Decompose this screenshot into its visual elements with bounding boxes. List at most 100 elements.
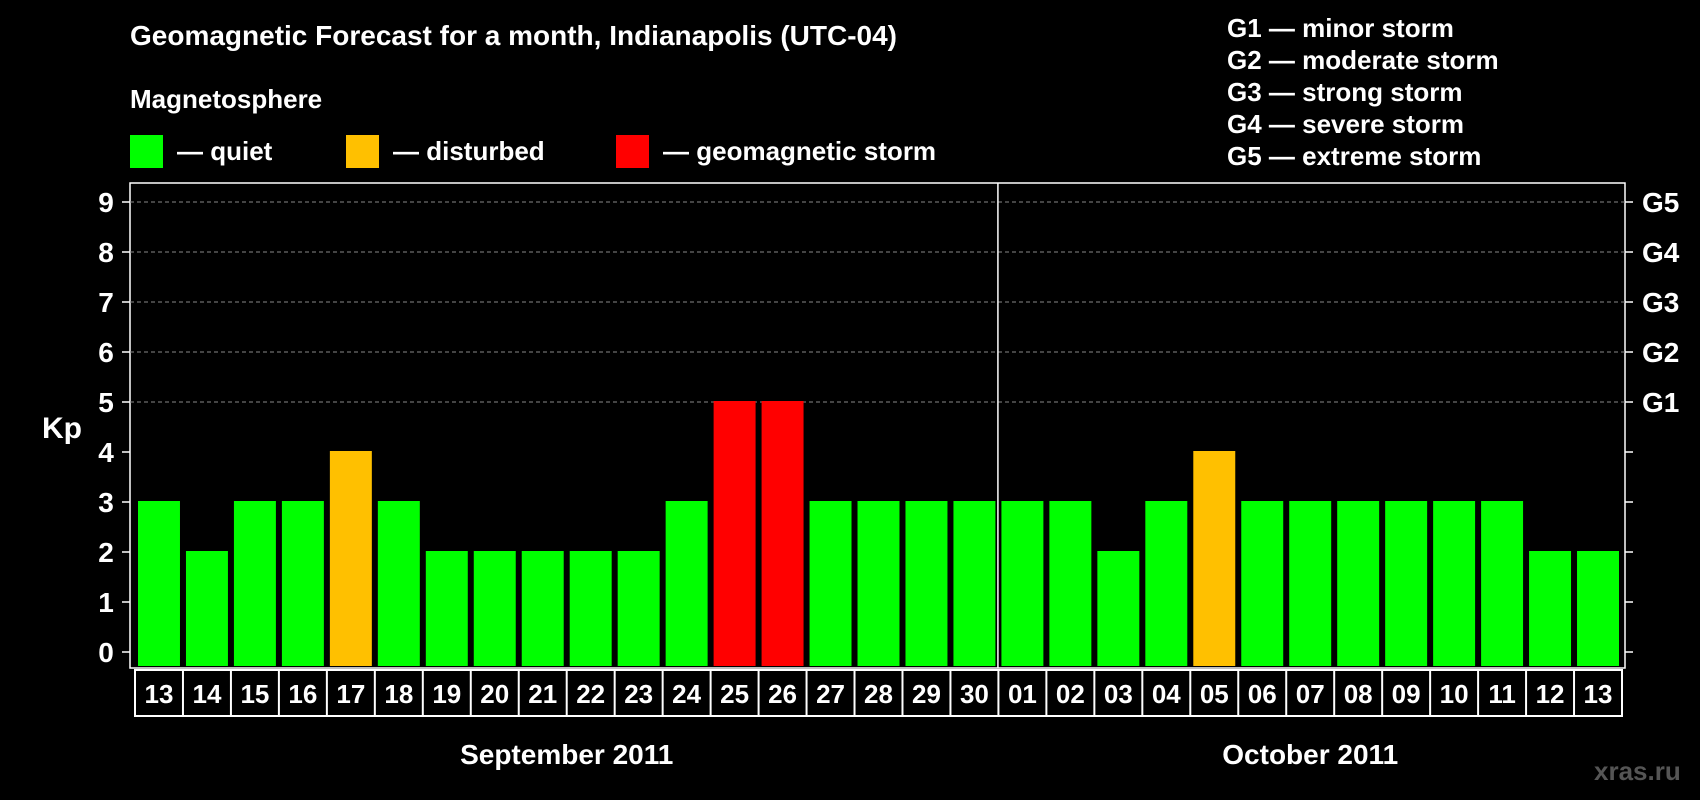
x-tick-label-29: 12: [1536, 679, 1565, 709]
bar-23: [1241, 501, 1284, 666]
bar-28: [1481, 501, 1524, 666]
legend-swatch-disturbed: [346, 134, 379, 168]
x-tick-label-7: 20: [480, 679, 509, 709]
x-tick-label-16: 29: [912, 679, 941, 709]
bar-1: [185, 551, 228, 666]
y-tick-label-4: 4: [98, 437, 114, 468]
legend-label-quiet: — quiet: [177, 135, 273, 166]
bar-16: [905, 501, 948, 666]
x-tick-label-13: 26: [768, 679, 797, 709]
right-axis-label-g2: G2: [1642, 337, 1679, 368]
g-scale-g5: G5 — extreme storm: [1227, 141, 1482, 171]
x-tick-label-10: 23: [624, 679, 653, 709]
right-axis-label-g4: G4: [1642, 237, 1680, 268]
y-tick-label-7: 7: [98, 287, 114, 318]
bar-30: [1577, 551, 1619, 666]
bar-27: [1433, 501, 1476, 666]
month-label-0: September 2011: [460, 739, 673, 770]
x-tick-label-6: 19: [432, 679, 461, 709]
x-tick-label-25: 08: [1344, 679, 1373, 709]
bar-20: [1097, 551, 1140, 666]
x-tick-label-20: 03: [1104, 679, 1133, 709]
y-axis-label: Kp: [42, 412, 82, 445]
bar-0: [138, 501, 180, 666]
x-tick-label-4: 17: [336, 679, 365, 709]
x-tick-label-12: 25: [720, 679, 749, 709]
x-tick-label-3: 16: [288, 679, 317, 709]
bar-24: [1289, 501, 1332, 666]
bar-12: [713, 401, 756, 666]
bar-5: [377, 501, 420, 666]
bar-15: [857, 501, 900, 666]
x-tick-label-26: 09: [1392, 679, 1421, 709]
x-tick-label-30: 13: [1584, 679, 1613, 709]
legend-label-storm: — geomagnetic storm: [663, 135, 937, 166]
bar-21: [1145, 501, 1188, 666]
bar-13: [761, 401, 804, 666]
x-tick-label-9: 22: [576, 679, 605, 709]
date-row-frame: [134, 669, 1623, 717]
bar-17: [953, 501, 996, 666]
bar-18: [1001, 501, 1044, 666]
x-tick-label-23: 06: [1248, 679, 1277, 709]
g-scale-legend: G1 — minor storm G2 — moderate storm G3 …: [1227, 12, 1499, 172]
bar-14: [809, 501, 852, 666]
y-tick-label-5: 5: [98, 387, 114, 418]
x-tick-label-21: 04: [1152, 679, 1181, 709]
y-tick-label-0: 0: [98, 637, 114, 668]
x-tick-label-15: 28: [864, 679, 893, 709]
x-tick-label-5: 18: [384, 679, 413, 709]
x-tick-label-22: 05: [1200, 679, 1229, 709]
bar-4: [329, 451, 372, 666]
x-tick-label-28: 11: [1488, 679, 1516, 709]
g-scale-g1: G1 — minor storm: [1227, 13, 1454, 43]
bar-6: [425, 551, 468, 666]
legend-heading: Magnetosphere: [130, 84, 323, 114]
y-tick-label-2: 2: [98, 537, 114, 568]
y-tick-label-1: 1: [98, 587, 114, 618]
x-tick-label-19: 02: [1056, 679, 1085, 709]
legend-swatch-storm: [616, 134, 649, 168]
bar-25: [1337, 501, 1380, 666]
x-tick-label-1: 14: [192, 679, 221, 709]
legend-item-storm: — geomagnetic storm: [616, 134, 936, 168]
y-tick-label-9: 9: [98, 187, 114, 218]
bar-11: [665, 501, 708, 666]
x-tick-label-0: 13: [145, 679, 174, 709]
g-scale-g3: G3 — strong storm: [1227, 77, 1463, 107]
bar-8: [521, 551, 564, 666]
y-tick-label-3: 3: [98, 487, 114, 518]
y-tick-label-8: 8: [98, 237, 114, 268]
right-axis-label-g3: G3: [1642, 287, 1679, 318]
bar-29: [1529, 551, 1572, 666]
g-scale-g4: G4 — severe storm: [1227, 109, 1465, 139]
x-tick-label-11: 24: [672, 679, 701, 709]
legend-item-disturbed: — disturbed: [346, 134, 545, 168]
x-tick-label-18: 01: [1008, 679, 1037, 709]
bar-7: [473, 551, 516, 666]
bar-26: [1385, 501, 1428, 666]
chart-title: Geomagnetic Forecast for a month, Indian…: [130, 20, 897, 51]
bar-3: [281, 501, 324, 666]
watermark: xras.ru: [1594, 756, 1681, 786]
month-label-1: October 2011: [1222, 739, 1398, 770]
legend-label-disturbed: — disturbed: [393, 135, 545, 166]
x-tick-label-27: 10: [1440, 679, 1469, 709]
x-tick-label-24: 07: [1296, 679, 1325, 709]
x-tick-label-8: 21: [528, 679, 557, 709]
plot-frame: [129, 182, 1626, 669]
x-tick-label-2: 15: [240, 679, 269, 709]
bar-19: [1049, 501, 1092, 666]
g-scale-g2: G2 — moderate storm: [1227, 45, 1499, 75]
right-axis-label-g5: G5: [1642, 187, 1679, 218]
legend-swatch-quiet: [130, 134, 163, 168]
x-tick-label-14: 27: [816, 679, 845, 709]
legend-item-quiet: — quiet: [130, 134, 272, 168]
bar-10: [617, 551, 660, 666]
bar-9: [569, 551, 612, 666]
bar-22: [1193, 451, 1236, 666]
x-tick-label-17: 30: [960, 679, 989, 709]
right-axis-label-g1: G1: [1642, 387, 1679, 418]
y-tick-label-6: 6: [98, 337, 114, 368]
